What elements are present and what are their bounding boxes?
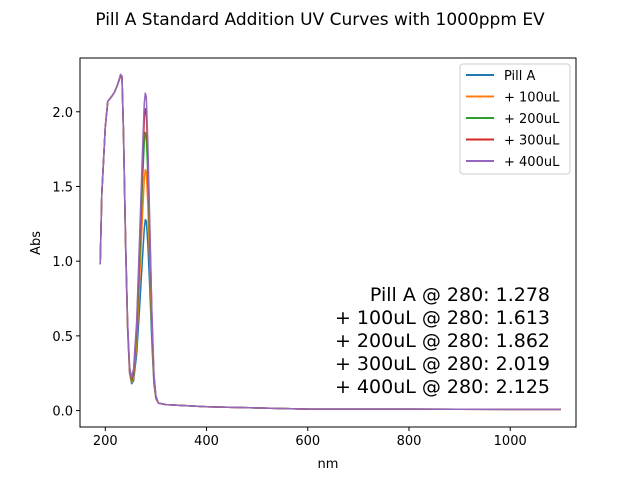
legend: Pill A + 100uL + 200uL + 300uL + 400uL — [459, 63, 571, 175]
y-tick-label: 1.0 — [52, 255, 73, 270]
axes-frame — [79, 57, 577, 428]
annotation-text: Pill A @ 280: 1.278 — [370, 284, 550, 306]
y-tick-label: 0.0 — [52, 405, 73, 420]
legend-box — [459, 63, 571, 175]
annotation-text: + 200uL @ 280: 1.862 — [335, 330, 550, 352]
x-tick-label: 400 — [194, 434, 219, 449]
legend-label: + 400uL — [504, 155, 560, 170]
series-lines — [99, 73, 561, 411]
legend-label: Pill A — [504, 69, 536, 84]
legend-label: + 100uL — [504, 91, 560, 106]
x-tick-label: 200 — [93, 434, 118, 449]
x-tick-label: 1000 — [494, 434, 527, 449]
y-tick-label: 0.5 — [52, 330, 73, 345]
x-axis-ticks: 200 400 600 800 1000 — [93, 427, 527, 449]
annotation-text: + 100uL @ 280: 1.613 — [335, 307, 550, 329]
y-axis-ticks: 0.0 0.5 1.0 1.5 2.0 — [52, 106, 80, 420]
annotation-block: Pill A @ 280: 1.278+ 100uL @ 280: 1.613+… — [335, 284, 550, 398]
annotation-text: + 400uL @ 280: 2.125 — [335, 376, 550, 398]
x-tick-label: 600 — [295, 434, 320, 449]
y-tick-label: 2.0 — [52, 106, 73, 121]
annotation-text: + 300uL @ 280: 2.019 — [335, 353, 550, 375]
legend-label: + 300uL — [504, 134, 560, 149]
legend-label: + 200uL — [504, 112, 560, 127]
x-axis-label: nm — [318, 457, 339, 472]
chart-title: Pill A Standard Addition UV Curves with … — [95, 10, 545, 30]
y-tick-label: 1.5 — [52, 180, 73, 195]
series-line-400ul — [99, 73, 561, 411]
plot-area — [79, 57, 577, 428]
x-tick-label: 800 — [397, 434, 422, 449]
y-axis-label: Abs — [29, 231, 44, 255]
